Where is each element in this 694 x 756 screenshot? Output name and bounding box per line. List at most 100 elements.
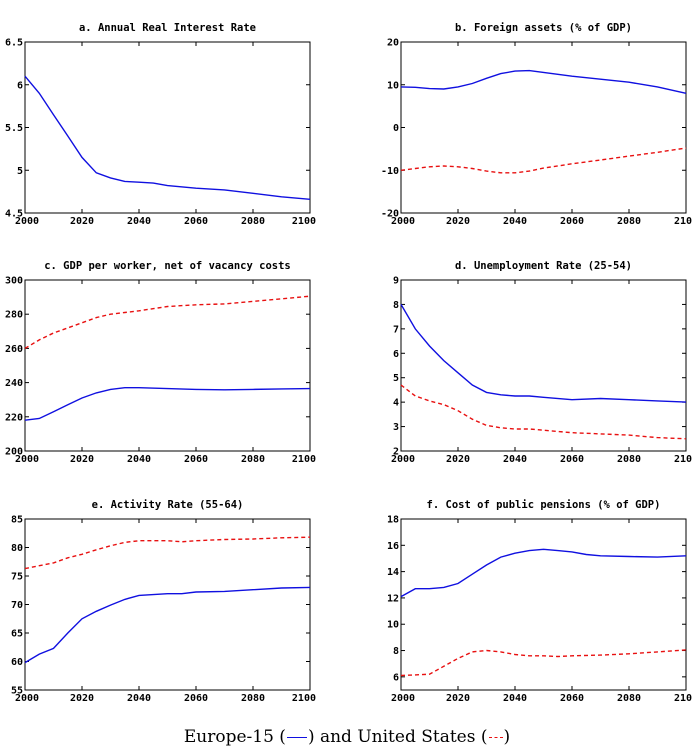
panel-a-ytick-label: 5.5 [5,123,23,134]
panel-b-series-us [400,147,687,174]
panel-e-xtick-label: 2000 [15,693,39,704]
panel-c-series-eu [24,387,311,421]
panel-d-xtick-label: 2000 [391,454,415,465]
panel-f-series-us [400,649,687,677]
panel-b-title: b. Foreign assets (% of GDP) [455,22,632,34]
panel-c-ytick-label: 280 [5,310,23,321]
panel-b-frame [400,41,687,214]
panel-a-xtick-label: 2100 [292,216,316,227]
legend-end-label: ) [503,727,511,747]
panel-a: a. Annual Real Interest Rate 2000 2020 2040… [5,22,316,227]
panel-c-title: c. GDP per worker, net of vacancy costs [44,260,291,272]
panel-c-ytick-label: 200 [5,447,23,458]
panel-f-xtick-label: 2040 [503,693,527,704]
panel-e-xtick-label: 2080 [241,693,265,704]
panel-c-xtick-label: 2000 [15,454,39,465]
panel-e-xtick-label: 2040 [127,693,151,704]
panel-d-ytick-label: 8 [393,300,399,311]
panel-f-frame [400,518,687,691]
panel-c-xtick-label: 2080 [241,454,265,465]
panel-e-ytick-label: 55 [11,686,23,697]
panel-f-series-eu [400,548,687,598]
panel-a-title: a. Annual Real Interest Rate [79,22,256,34]
panel-f-xtick-label: 2000 [391,693,415,704]
panel-f-ytick-label: 18 [387,515,399,526]
panel-a-series-eu [24,75,311,200]
panel-f-ytick-label: 14 [387,567,399,578]
panel-d-ytick-label: 2 [393,447,399,458]
panel-d-xtick-label: 2060 [560,454,584,465]
panel-f-xtick-label: 2060 [560,693,584,704]
panel-f-ytick-label: 8 [393,646,399,657]
panel-b-xtick-label: 2020 [446,216,470,227]
panel-b-ytick-label: -10 [381,166,399,177]
panel-c-frame [24,279,311,452]
panel-c-ytick-label: 260 [5,344,23,355]
panel-b-series-eu [400,69,687,94]
panel-b-ytick-label: 0 [393,123,399,134]
panel-d-xtick-label: 2040 [503,454,527,465]
panel-a-xtick-label: 2020 [70,216,94,227]
panel-d-frame [400,279,687,452]
panel-a-ytick-label: 5 [17,166,23,177]
panel-c-xtick-label: 2040 [127,454,151,465]
panel-e-ytick-label: 75 [11,572,23,583]
panel-b-xtick-label: 2080 [617,216,641,227]
panel-d-xtick-label: 2080 [617,454,641,465]
panel-f-xtick-label: 2020 [446,693,470,704]
panel-b-xtick-label: 2040 [503,216,527,227]
panel-f-ytick-label: 10 [387,620,399,631]
panel-e-ytick-label: 65 [11,629,23,640]
panel-d-series-us [400,384,687,440]
panel-e-frame [24,518,311,691]
panel-c: c. GDP per worker, net of vacancy costs 2… [5,260,316,465]
legend-eu-label: Europe-15 ( [183,727,286,747]
panel-a-ytick-label: 6.5 [5,38,23,49]
panel-c-xtick-label: 2100 [292,454,316,465]
panel-d: d. Unemployment Rate (25-54) 2000 2020 2040… [391,260,692,465]
panel-e-series-us [24,536,311,570]
panel-f-xtick-label: 210 [674,693,692,704]
panel-c-series-us [24,295,311,350]
panel-f-ytick-label: 12 [387,593,399,604]
panel-e-xtick-label: 2100 [292,693,316,704]
panel-b-ytick-label: -20 [381,209,399,220]
panel-b-xtick-label: 2000 [391,216,415,227]
panel-f-xtick-label: 2080 [617,693,641,704]
panel-a-ytick-label: 6 [17,80,23,91]
panel-c-ytick-label: 300 [5,276,23,287]
panel-b-xtick-label: 2060 [560,216,584,227]
panel-f-title: f. Cost of public pensions (% of GDP) [427,499,661,511]
panel-b-ytick-label: 10 [387,80,399,91]
panel-d-title: d. Unemployment Rate (25-54) [455,260,632,272]
panel-b-xtick-label: 210 [674,216,692,227]
panel-e-ytick-label: 70 [11,600,23,611]
panel-e-xtick-label: 2020 [70,693,94,704]
panel-e-ytick-label: 80 [11,543,23,554]
panel-b-ytick-label: 20 [387,38,399,49]
panel-e: e. Activity Rate (55-64) 2000 2020 2040 2060… [11,499,316,704]
panel-e-title: e. Activity Rate (55-64) [92,499,244,511]
panel-e-ytick-label: 60 [11,657,23,668]
panel-d-series-eu [400,304,687,403]
panel-d-ytick-label: 4 [393,398,399,409]
panel-b: b. Foreign assets (% of GDP) 2000 2020 2040… [381,22,692,227]
panel-a-xtick-label: 2080 [241,216,265,227]
panel-e-ytick-label: 85 [11,515,23,526]
panel-a-ytick-label: 4.5 [5,209,23,220]
legend-mid-label: ) and United States ( [307,727,488,747]
panel-d-ytick-label: 5 [393,373,399,384]
legend-eu-swatch [286,737,307,738]
panel-e-series-eu [24,586,311,664]
panel-a-frame [24,41,311,214]
legend-caption: Europe-15 ( ) and United States () [0,727,694,747]
panel-f-ytick-label: 16 [387,541,399,552]
panel-d-xtick-label: 2020 [446,454,470,465]
panel-a-xtick-label: 2060 [184,216,208,227]
panel-c-ytick-label: 240 [5,378,23,389]
panel-d-ytick-label: 9 [393,276,399,287]
panel-d-ytick-label: 6 [393,349,399,360]
panel-a-xtick-label: 2040 [127,216,151,227]
panel-f-ytick-label: 6 [393,672,399,683]
panel-d-ytick-label: 7 [393,324,399,335]
